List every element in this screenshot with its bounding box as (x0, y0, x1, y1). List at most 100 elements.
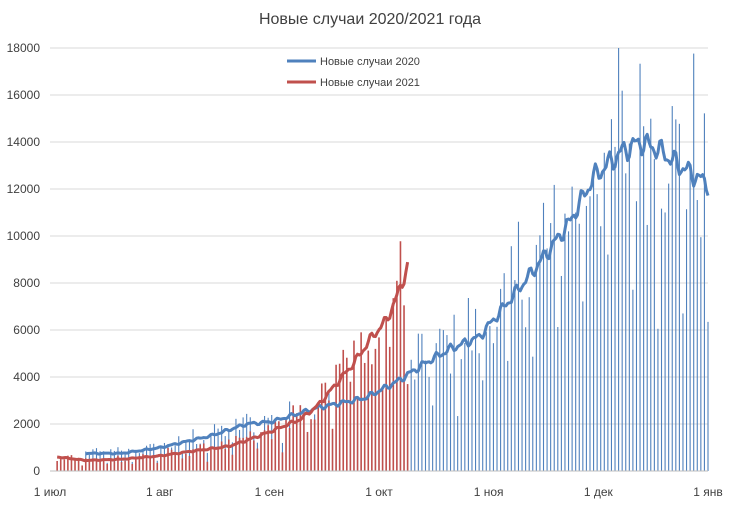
daily-bar (417, 333, 419, 471)
daily-bar (199, 444, 201, 471)
daily-bar (567, 231, 570, 471)
daily-bar (378, 337, 380, 471)
daily-bar (249, 431, 252, 471)
daily-bar (657, 328, 659, 471)
daily-bar (342, 349, 345, 471)
x-tick-label: 1 ноя (474, 485, 504, 499)
daily-bar (99, 459, 101, 471)
daily-bar (593, 179, 595, 471)
daily-bar (63, 459, 66, 471)
y-axis-ticks: 0 2000 4000 6000 8000 10000 12000 14000 16000 180… (7, 41, 41, 478)
daily-bar (367, 350, 370, 471)
daily-bar (120, 450, 123, 471)
y-tick-label: 10000 (7, 229, 41, 243)
daily-bar (557, 327, 559, 471)
daily-bar (399, 241, 402, 471)
daily-bar (682, 313, 684, 471)
daily-bar (70, 455, 73, 471)
daily-bar (492, 343, 494, 471)
daily-bar (281, 452, 284, 471)
daily-bar (210, 449, 212, 471)
daily-bar (696, 200, 698, 471)
daily-bar (625, 173, 627, 471)
y-tick-label: 2000 (13, 417, 40, 431)
daily-bar (628, 143, 630, 471)
daily-bar (639, 63, 641, 472)
daily-bar (195, 451, 198, 471)
daily-bar (356, 396, 359, 471)
y-tick-label: 6000 (13, 323, 40, 337)
daily-bar (668, 183, 670, 471)
daily-bar (306, 431, 309, 471)
legend-label-2021: Новые случаи 2021 (320, 77, 420, 89)
daily-bar (500, 288, 502, 471)
daily-bar (363, 362, 366, 471)
daily-bar (224, 448, 227, 471)
daily-bar (202, 443, 205, 471)
daily-bar (439, 328, 441, 471)
daily-bar (256, 448, 259, 471)
daily-bar (160, 454, 162, 471)
daily-bar (460, 359, 462, 471)
x-axis-ticks: 1 июл 1 авг 1 сен 1 окт 1 ноя 1 дек 1 янв (34, 485, 723, 499)
daily-bar (135, 458, 137, 471)
daily-bar (288, 428, 291, 471)
y-tick-label: 12000 (7, 182, 41, 196)
daily-bar (149, 457, 151, 471)
daily-bar (507, 360, 509, 471)
daily-bar (328, 400, 330, 471)
daily-bar (292, 405, 294, 471)
daily-bar (453, 314, 455, 471)
daily-bar (109, 460, 112, 471)
daily-bar (421, 333, 423, 471)
daily-bar (414, 379, 416, 471)
daily-bar (84, 458, 87, 471)
daily-bar (385, 317, 387, 471)
daily-bar (56, 460, 58, 471)
daily-bar (156, 462, 159, 471)
daily-bar (525, 327, 527, 471)
daily-bar (446, 335, 448, 471)
daily-bar (213, 449, 216, 471)
daily-bar (582, 301, 584, 471)
daily-bar (95, 458, 98, 471)
daily-bar (388, 346, 391, 471)
daily-bar (152, 456, 155, 471)
daily-bar (700, 237, 702, 471)
legend-label-2020: Новые случаи 2020 (320, 56, 420, 68)
daily-bar (467, 298, 469, 471)
daily-bar (231, 454, 234, 471)
daily-bar (532, 356, 534, 471)
daily-bar (167, 447, 169, 471)
daily-bar (303, 414, 305, 471)
daily-bar (127, 458, 130, 471)
daily-bar (74, 460, 76, 471)
average-lines (56, 132, 710, 463)
daily-bar (521, 299, 523, 471)
daily-bar (113, 461, 116, 471)
daily-bar (381, 389, 384, 471)
daily-bar (432, 405, 434, 471)
chart-title: Новые случаи 2020/2021 года (259, 11, 481, 28)
daily-bar (320, 383, 323, 471)
daily-bar (464, 343, 466, 471)
daily-bar (238, 437, 241, 471)
daily-bar (610, 119, 612, 472)
x-tick-label: 1 янв (693, 485, 723, 499)
daily-bar (707, 321, 709, 471)
daily-bar (235, 436, 237, 471)
daily-bar (406, 384, 409, 471)
daily-bar (260, 432, 262, 471)
daily-bar (503, 273, 505, 471)
daily-bar (535, 244, 537, 471)
daily-bar (693, 53, 695, 471)
daily-bar (550, 223, 552, 471)
daily-bar (703, 113, 705, 471)
legend: Новые случаи 2020 Новые случаи 2021 (287, 56, 420, 89)
daily-bar (428, 376, 430, 471)
daily-bar (528, 297, 530, 471)
daily-bar (228, 439, 230, 471)
daily-bar (607, 254, 609, 471)
daily-bar (671, 106, 673, 471)
